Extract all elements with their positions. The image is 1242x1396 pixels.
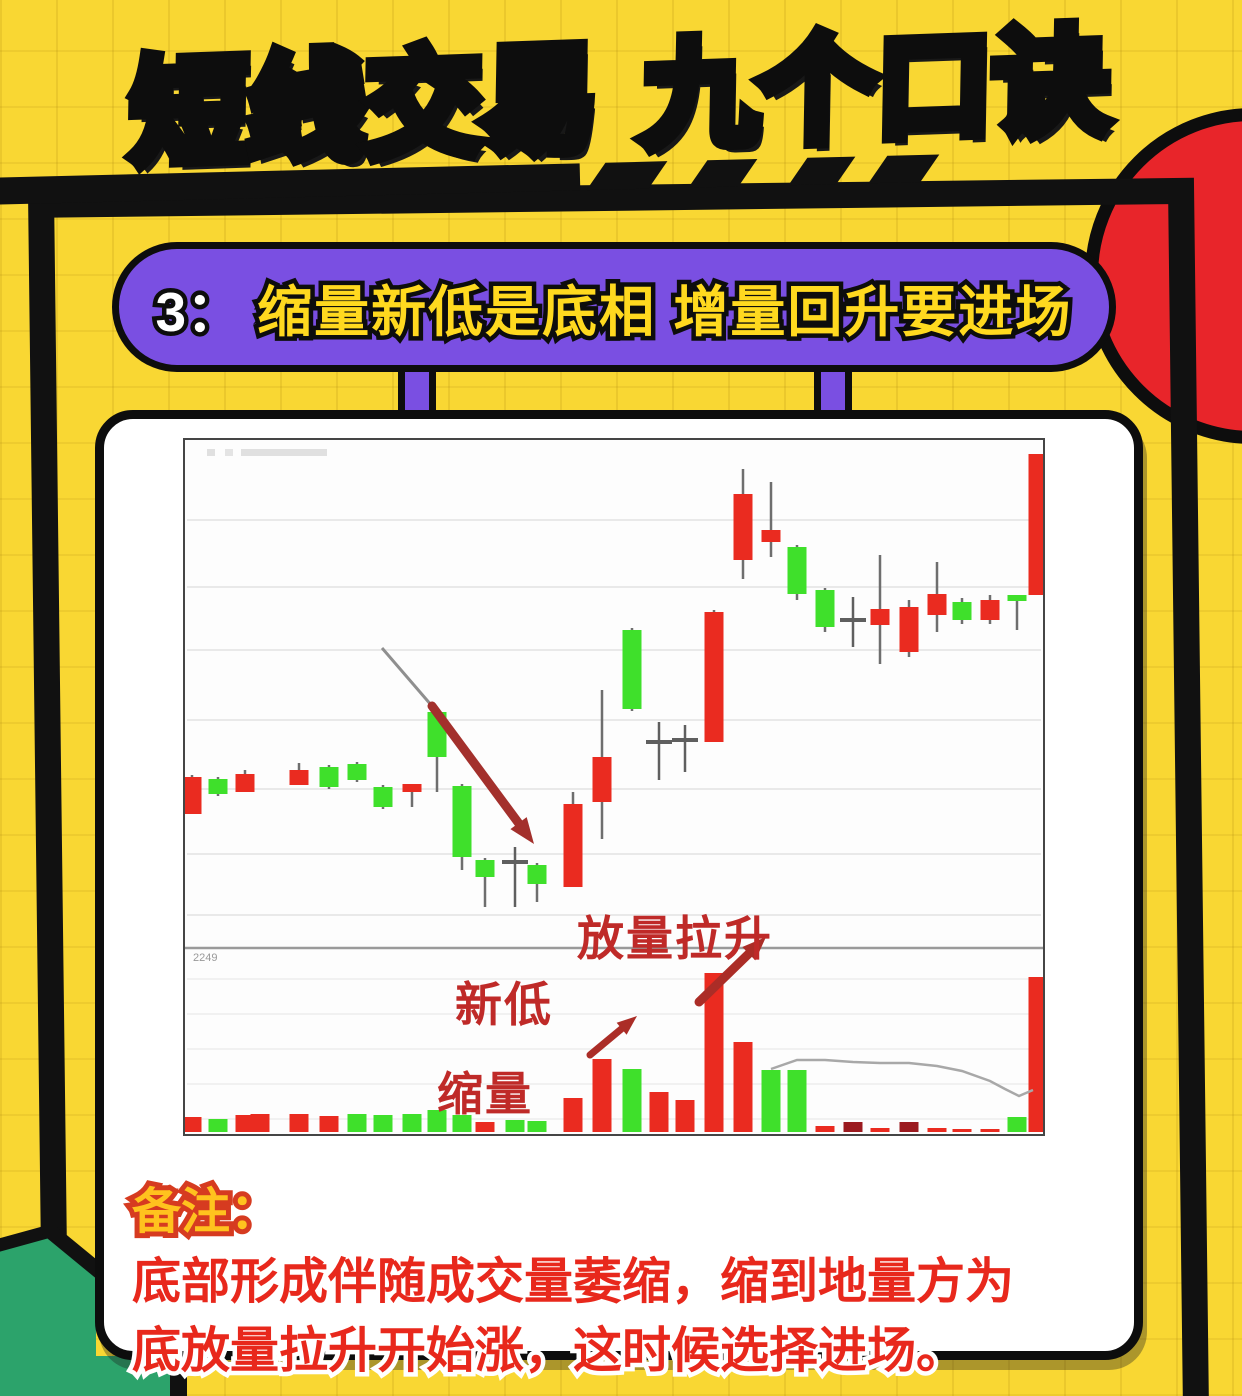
title-part-pink: 九个口诀 [641,0,1112,171]
note-line-1: 备注： 底部形成伴随成交量萎缩，缩到地量方为 [132,1178,1127,1317]
candlestick-chart: 放量拉升 新低 缩量 2249 [183,438,1045,1136]
volume-pane-label: 2249 [193,952,218,964]
headline-banner: 3： 缩量新低是底相 增量回升要进场 [112,242,1116,372]
note-line1-text: 底部形成伴随成交量萎缩，缩到地量方为 [132,1248,1014,1318]
note-prefix: 备注： [132,1178,279,1248]
chart-legend-smudge [207,449,327,456]
banner-number: 3： [156,267,242,347]
title-part-blue: 短线交易 [130,5,601,190]
note-text: 备注： 底部形成伴随成交量萎缩，缩到地量方为 底放量拉升开始涨，这时候选择进场。 [132,1178,1127,1387]
note-line-2: 底放量拉升开始涨，这时候选择进场。 [132,1317,1127,1387]
annotation-new-low: 新低 [455,978,553,1031]
annotation-shrinking-volume: 缩量 [437,1068,533,1120]
banner-text: 缩量新低是底相 增量回升要进场 [257,267,1073,347]
annotation-volume-rally: 放量拉升 [577,912,773,965]
chart-canvas [185,454,1043,1132]
note-line2-text: 底放量拉升开始涨，这时候选择进场。 [132,1317,965,1387]
